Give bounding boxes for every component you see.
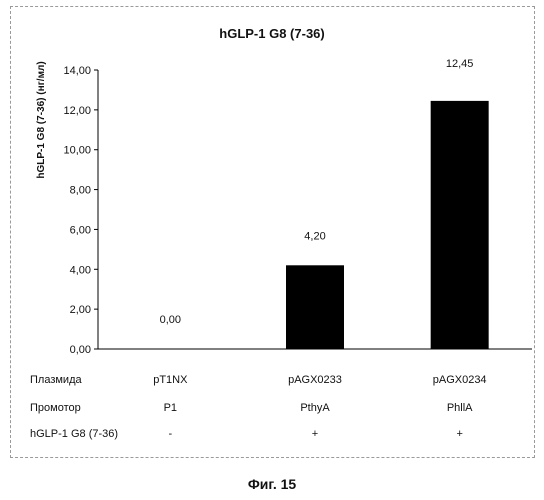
y-tick-label: 2,00 [70, 304, 91, 316]
table-cell: - [120, 428, 220, 440]
y-tick-label: 6,00 [70, 224, 91, 236]
data-label: 4,20 [304, 230, 325, 242]
data-label: 0,00 [160, 314, 181, 326]
bar [286, 265, 344, 349]
bar [431, 101, 489, 349]
table-cell: PhllA [410, 402, 510, 414]
table-cell: pAGX0234 [410, 374, 510, 386]
y-tick-label: 0,00 [70, 344, 91, 356]
data-label: 12,45 [446, 58, 474, 70]
table-cell: pT1NX [120, 374, 220, 386]
table-cell: PthyA [265, 402, 365, 414]
table-cell: + [410, 428, 510, 440]
bar-chart: 0,00 2,00 4,00 6,00 8,00 10,00 12,00 14,00 0,00 4… [0, 0, 544, 460]
table-cell: P1 [120, 402, 220, 414]
y-tick-label: 10,00 [63, 145, 91, 157]
table-cell: pAGX0233 [265, 374, 365, 386]
y-tick-label: 12,00 [63, 105, 91, 117]
y-tick-label: 14,00 [63, 65, 91, 77]
figure-caption: Фиг. 15 [0, 476, 544, 492]
table-row-label: Плазмида [30, 374, 82, 386]
y-tick-label: 4,00 [70, 264, 91, 276]
table-row-label: Промотор [30, 402, 81, 414]
table-cell: + [265, 428, 365, 440]
y-tick-label: 8,00 [70, 185, 91, 197]
table-row-label: hGLP-1 G8 (7-36) [30, 428, 118, 440]
